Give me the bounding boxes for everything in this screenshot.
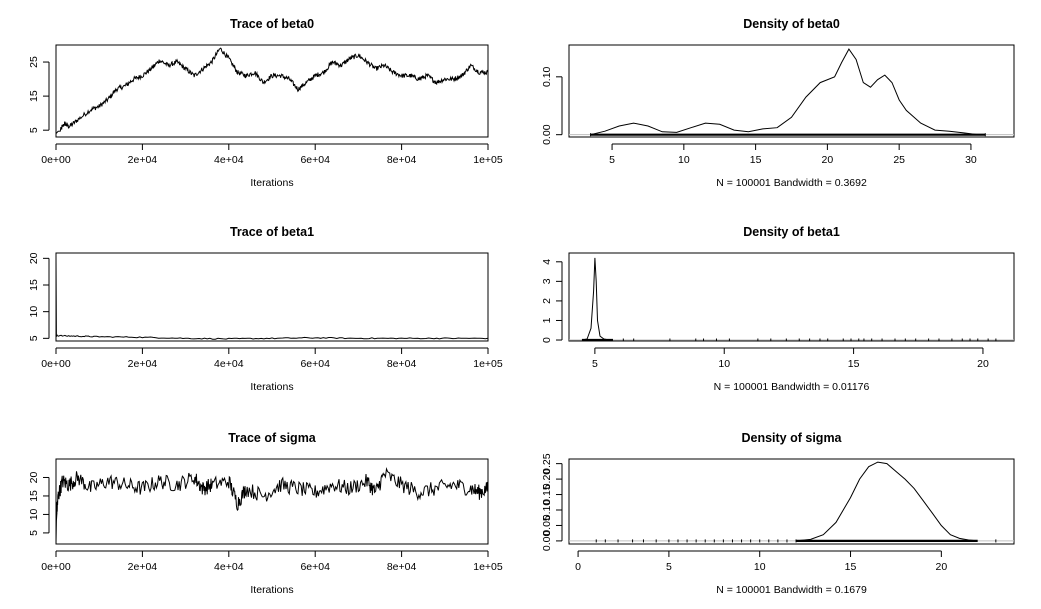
x-axis-label: Iterations: [250, 177, 293, 189]
x-tick-label: 6e+04: [300, 154, 330, 166]
y-tick-label: 10: [28, 508, 40, 520]
x-tick-label: 8e+04: [387, 358, 417, 370]
y-tick-label: 5: [28, 335, 40, 341]
chart-title: Density of beta0: [743, 17, 840, 31]
plot-frame: [568, 458, 1015, 545]
panel-0: Trace of beta0 Iterations 0e+00 2e+04 4e+04 6…: [28, 17, 503, 189]
panel-2: Trace of beta1 Iterations 0e+00 2e+04 4e+04 6…: [28, 225, 503, 393]
x-tick-label: 10: [718, 358, 730, 370]
series-line: [581, 257, 614, 341]
panel-5: Density of sigma N = 100001 Bandwidth = 0…: [541, 431, 1015, 596]
y-tick-label: 1: [541, 317, 553, 323]
x-tick-label: 0e+00: [41, 561, 71, 573]
x-tick-label: 0e+00: [41, 154, 71, 166]
chart-title: Density of sigma: [741, 431, 842, 445]
x-tick-label: 20: [822, 154, 834, 166]
x-tick-label: 1e+05: [473, 358, 503, 370]
x-tick-label: 5: [592, 358, 598, 370]
x-tick-label: 4e+04: [214, 561, 244, 573]
x-axis-label: Iterations: [250, 584, 293, 596]
series-line: [55, 255, 489, 340]
x-tick-label: 1e+05: [473, 154, 503, 166]
plot-frame: [568, 252, 1015, 342]
panel-3: Density of beta1 N = 100001 Bandwidth = 0…: [541, 225, 1015, 393]
plot-frame: [55, 252, 489, 342]
x-axis-label: N = 100001 Bandwidth = 0.01176: [714, 381, 870, 393]
chart-title: Trace of sigma: [228, 431, 317, 445]
y-tick-label: 5: [28, 530, 40, 536]
y-tick-label: 3: [541, 278, 553, 284]
x-tick-label: 4e+04: [214, 358, 244, 370]
x-tick-label: 15: [750, 154, 762, 166]
series-line: [55, 466, 489, 545]
chart-title: Trace of beta0: [230, 17, 314, 31]
y-tick-label: 0.00: [541, 124, 553, 145]
y-tick-label: 0.05: [541, 515, 553, 536]
x-tick-label: 0: [575, 561, 581, 573]
y-tick-label: 0.10: [541, 500, 553, 521]
series-line: [55, 47, 489, 134]
x-tick-label: 15: [848, 358, 860, 370]
x-tick-label: 2e+04: [128, 358, 158, 370]
x-tick-label: 8e+04: [387, 561, 417, 573]
y-tick-label: 25: [28, 56, 40, 68]
x-tick-label: 6e+04: [300, 358, 330, 370]
x-axis-label: N = 100001 Bandwidth = 0.3692: [716, 177, 867, 189]
plot-frame: [55, 44, 489, 138]
panel-1: Density of beta0 N = 100001 Bandwidth = 0…: [541, 17, 1015, 189]
x-tick-label: 10: [678, 154, 690, 166]
y-tick-label: 15: [28, 90, 40, 102]
x-tick-label: 2e+04: [128, 561, 158, 573]
x-tick-label: 20: [977, 358, 989, 370]
y-tick-label: 15: [28, 490, 40, 502]
plot-frame: [568, 44, 1015, 138]
x-axis-label: N = 100001 Bandwidth = 0.1679: [716, 584, 867, 596]
x-tick-label: 0e+00: [41, 358, 71, 370]
x-tick-label: 4e+04: [214, 154, 244, 166]
y-tick-label: 5: [28, 127, 40, 133]
y-tick-label: 0: [541, 337, 553, 343]
series-line: [590, 48, 986, 136]
y-tick-label: 0.00: [541, 531, 553, 552]
x-tick-label: 2e+04: [128, 154, 158, 166]
x-tick-label: 5: [666, 561, 672, 573]
x-tick-label: 15: [845, 561, 857, 573]
x-axis-label: Iterations: [250, 381, 293, 393]
x-tick-label: 10: [754, 561, 766, 573]
x-tick-label: 5: [609, 154, 615, 166]
y-tick-label: 0.10: [541, 66, 553, 87]
x-tick-label: 20: [936, 561, 948, 573]
x-tick-label: 1e+05: [473, 561, 503, 573]
x-tick-label: 25: [893, 154, 905, 166]
x-tick-label: 30: [965, 154, 977, 166]
y-tick-label: 4: [541, 259, 553, 265]
y-tick-label: 20: [28, 471, 40, 483]
y-tick-label: 2: [541, 298, 553, 304]
chart-title: Density of beta1: [743, 225, 840, 239]
chart-title: Trace of beta1: [230, 225, 314, 239]
y-tick-label: 15: [28, 279, 40, 291]
y-tick-label: 0.15: [541, 484, 553, 505]
y-tick-label: 0.25: [541, 453, 553, 474]
series-line: [795, 461, 978, 542]
x-tick-label: 8e+04: [387, 154, 417, 166]
plot-frame: [55, 458, 489, 545]
panel-4: Trace of sigma Iterations 0e+00 2e+04 4e+04 6…: [28, 431, 503, 596]
y-tick-label: 20: [28, 252, 40, 264]
y-tick-label: 0.20: [541, 469, 553, 490]
y-tick-label: 10: [28, 306, 40, 318]
x-tick-label: 6e+04: [300, 561, 330, 573]
